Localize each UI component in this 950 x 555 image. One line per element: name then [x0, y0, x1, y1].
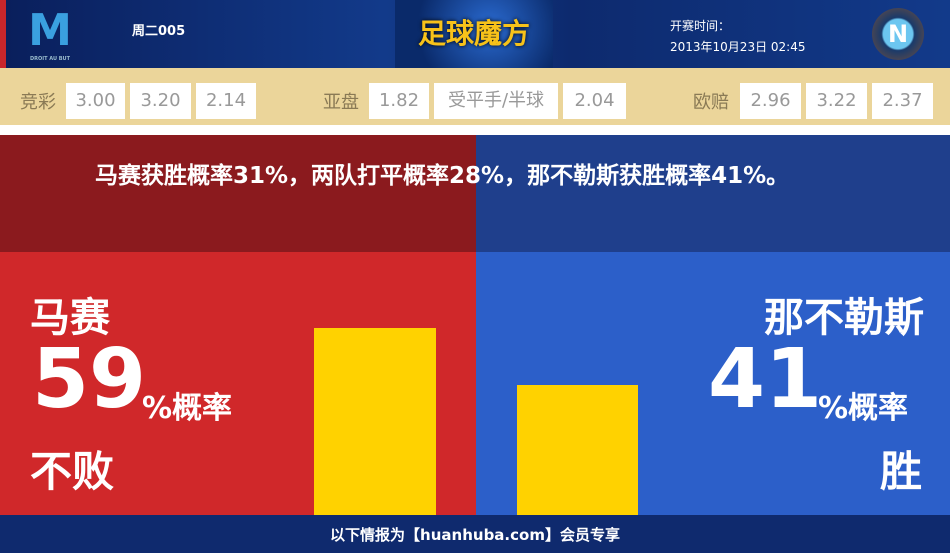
logo-caption: DROIT AU BUT: [29, 56, 71, 62]
odds-value: 3.00: [66, 83, 125, 119]
home-percent: 59: [32, 332, 147, 427]
away-percent: 41: [708, 332, 823, 427]
away-probability-bar: [517, 385, 638, 515]
brand-logo: 足球魔方: [395, 0, 553, 68]
home-probability-bar: [314, 328, 436, 515]
home-team-name: 马赛: [30, 295, 110, 341]
match-number: 周二005: [132, 24, 186, 39]
odds-value: 2.96: [740, 83, 801, 119]
odds-value: 2.37: [872, 83, 933, 119]
odds-bar: 竞彩 3.00 3.20 2.14 亚盘 1.82 受平手/半球 2.04 欧赔…: [0, 68, 950, 130]
home-team-logo: M DROIT AU BUT: [28, 5, 72, 63]
odds-value: 2.14: [196, 83, 256, 119]
jingcai-label: 竞彩: [20, 92, 56, 113]
member-footer[interactable]: 以下情报为【huanhuba.com】会员专享: [0, 515, 950, 553]
odds-value: 2.04: [563, 83, 626, 119]
away-outcome: 胜: [879, 447, 922, 496]
kickoff-time: 2013年10月23日 02:45: [670, 40, 806, 54]
odds-value: 3.20: [130, 83, 191, 119]
summary-band-away: [476, 135, 950, 252]
away-team-name: 那不勒斯: [764, 295, 924, 341]
kickoff-label: 开赛时间：: [670, 19, 731, 33]
oupei-label: 欧赔: [693, 92, 729, 113]
home-outcome: 不败: [30, 447, 115, 496]
summary-band-home: [0, 135, 476, 252]
probability-summary: 马赛获胜概率31%，两队打平概率28%，那不勒斯获胜概率41%。: [95, 163, 790, 189]
home-percent-unit: %概率: [142, 391, 233, 426]
yapan-label: 亚盘: [323, 92, 359, 113]
handicap-value: 受平手/半球: [434, 83, 558, 119]
away-percent-unit: %概率: [818, 391, 909, 426]
odds-value: 3.22: [806, 83, 867, 119]
odds-value: 1.82: [369, 83, 429, 119]
away-team-logo: N: [872, 8, 924, 60]
